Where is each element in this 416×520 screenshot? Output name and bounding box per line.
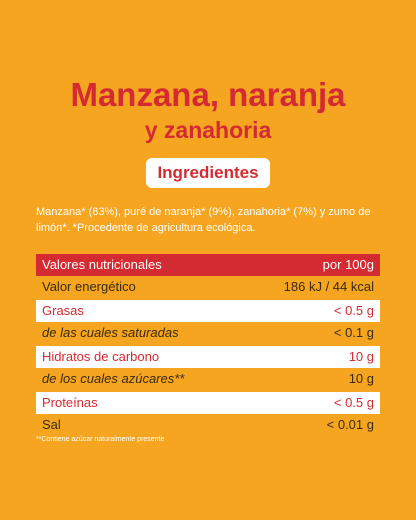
ingredients-text: Manzana* (83%), puré de naranja* (9%), z… (36, 206, 371, 234)
table-row: de las cuales saturadas < 0.1 g (36, 322, 380, 344)
table-row: Hidratos de carbono 10 g (36, 346, 380, 368)
table-row: Sal < 0.01 g (36, 414, 380, 436)
nutrition-table: Valores nutricionales por 100g Valor ene… (36, 254, 380, 436)
value-cell: 10 g (348, 371, 374, 386)
label-cell: Valor energético (42, 279, 136, 294)
table-row: de los cuales azúcares** 10 g (36, 368, 380, 390)
value-cell: < 0.01 g (326, 417, 374, 432)
value-cell: < 0.5 g (333, 395, 374, 410)
table-row: Grasas < 0.5 g (36, 300, 380, 322)
title: Manzana, naranja (70, 76, 346, 113)
subtitle: y zanahoria (144, 117, 272, 143)
header-cell: por 100g (322, 257, 374, 272)
label-cell: de las cuales saturadas (42, 325, 179, 340)
value-cell: < 0.1 g (333, 325, 374, 340)
value-cell: 10 g (348, 349, 374, 364)
value-cell: 186 kJ / 44 kcal (283, 279, 374, 294)
label-cell: Hidratos de carbono (42, 349, 160, 364)
value-cell: < 0.5 g (333, 303, 374, 318)
table-row: Valor energético 186 kJ / 44 kcal (36, 276, 380, 298)
table-header: Valores nutricionales por 100g (36, 254, 380, 276)
label-cell: de los cuales azúcares** (42, 371, 185, 386)
ingredients-button[interactable]: Ingredientes (146, 158, 270, 188)
label-cell: Proteínas (42, 395, 98, 410)
table-row: Proteínas < 0.5 g (36, 392, 380, 414)
header-cell: Valores nutricionales (42, 257, 162, 272)
label-cell: Grasas (42, 303, 84, 318)
footnote: **Contiene azúcar naturalmente presente (36, 436, 165, 443)
label-cell: Sal (42, 417, 61, 432)
